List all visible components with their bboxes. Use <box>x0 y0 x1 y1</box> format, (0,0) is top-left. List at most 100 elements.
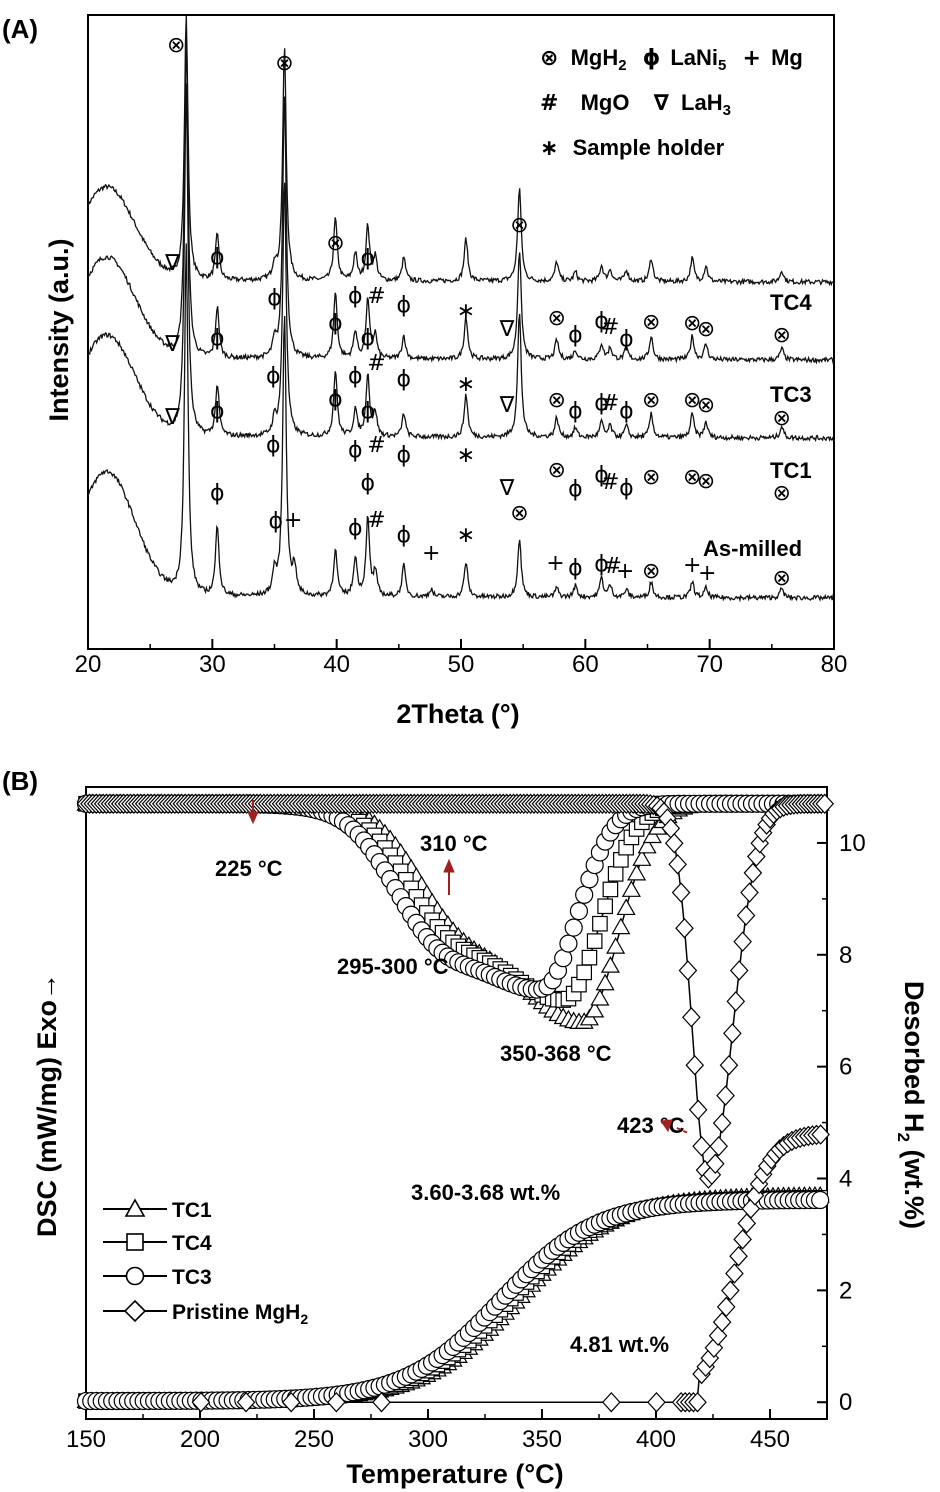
mgh2-marker: ⊗ <box>548 458 566 483</box>
mgo-marker: # <box>601 470 619 495</box>
lani5-marker: ϕ <box>266 364 281 389</box>
mgh2-marker: ⊗ <box>326 231 344 256</box>
tpd-marker-diamond <box>647 1391 666 1413</box>
lani5-marker: ϕ <box>594 391 609 416</box>
lani5-marker: ϕ <box>268 509 283 534</box>
annotation-310c: 310 °C <box>420 831 488 856</box>
annotation-3-60-3-68-wt: 3.60-3.68 wt.% <box>411 1180 560 1205</box>
dsc-marker-diamond <box>815 793 835 815</box>
dsc-marker-diamond <box>692 1136 711 1157</box>
mgh2-marker: ⊗ <box>683 311 701 336</box>
lani5-marker: ϕ <box>266 433 281 458</box>
mgh2-marker: ⊗ <box>697 317 715 342</box>
annotation-4-81-wt: 4.81 wt.% <box>570 1332 669 1357</box>
dsc-marker-diamond <box>678 960 698 981</box>
panel-b-legend: TC1 TC4 TC3 Pristine MgH2 <box>103 1198 308 1327</box>
mgh2-marker: ⊗ <box>510 501 528 526</box>
trace-label-as-milled: As-milled <box>703 536 802 561</box>
tpd-line-square <box>86 1197 827 1402</box>
dsc-marker-square <box>581 949 598 966</box>
dsc-marker-triangle <box>621 880 641 897</box>
dsc-marker-diamond <box>733 931 752 952</box>
legend-b-tc4: TC4 <box>103 1232 212 1255</box>
x-tick-label-30: 30 <box>199 651 226 678</box>
lani5-marker: ϕ <box>594 309 609 334</box>
dsc-marker-diamond <box>709 1136 729 1157</box>
lani5-marker: ϕ <box>594 463 609 488</box>
lah3-symbol: ∇ <box>654 91 670 116</box>
dsc-marker-diamond <box>675 917 694 939</box>
dsc-marker-triangle <box>585 1000 605 1018</box>
b-x-tick-label-200: 200 <box>180 1426 220 1453</box>
lani5-marker: ϕ <box>328 311 343 336</box>
xrd-trace-tc3 <box>87 37 835 365</box>
dsc-marker-circle <box>575 885 594 904</box>
y2-tick-label-0: 0 <box>839 1389 852 1416</box>
b-x-tick-label-350: 350 <box>522 1426 562 1453</box>
x-tick-label-20: 20 <box>75 651 102 678</box>
tpd-marker-diamond <box>327 1391 346 1413</box>
trace-label-tc1: TC1 <box>770 458 812 483</box>
legend-tc4-label: TC4 <box>172 1232 212 1255</box>
trace-label-tc3: TC3 <box>770 382 812 407</box>
lah3-marker: ∇ <box>164 405 180 430</box>
lani5-marker: ϕ <box>568 556 583 581</box>
legend-lah3: LaH <box>681 90 723 115</box>
dsc-marker-triangle <box>642 826 662 844</box>
dsc-marker-triangle <box>627 863 647 881</box>
legend-b-tc1: TC1 <box>103 1198 212 1222</box>
trace-label-tc4: TC4 <box>770 290 812 315</box>
mgh2-marker: ⊗ <box>773 323 791 348</box>
mgo-marker: # <box>367 508 385 533</box>
mgh2-marker: ⊗ <box>773 406 791 431</box>
dsc-marker-diamond <box>712 1112 732 1134</box>
b-x-tick-label-400: 400 <box>636 1426 676 1453</box>
lah3-marker: ∇ <box>164 332 180 357</box>
lani5-marker: ϕ <box>360 471 375 496</box>
sample-holder-marker: ∗ <box>457 372 475 397</box>
x-tick-label-70: 70 <box>696 651 723 678</box>
dsc-marker-square <box>597 898 613 915</box>
lani5-marker: ϕ <box>348 364 363 389</box>
x-tick-label-40: 40 <box>323 651 350 678</box>
legend-sample-holder: Sample holder <box>573 135 725 160</box>
legend-mgo: MgO <box>581 90 630 115</box>
mg-marker: + <box>698 561 716 586</box>
tpd-marker-diamond <box>372 1391 391 1413</box>
legend-lani5: LaNi <box>670 45 718 70</box>
arrow-310c-head <box>443 858 455 873</box>
lani5-marker: ϕ <box>210 481 225 506</box>
legend-mgh2: MgH <box>571 45 619 70</box>
tpd-marker-diamond <box>191 1391 211 1413</box>
panel-b-curves <box>76 793 835 1413</box>
mgo-marker: # <box>367 284 385 309</box>
sample-holder-marker: ∗ <box>457 523 475 548</box>
legend-a-line-2: # MgO ∇ LaH3 <box>540 90 731 119</box>
tpd-marker-diamond <box>281 1391 301 1413</box>
dsc-marker-diamond <box>729 960 749 981</box>
lani5-marker: ϕ <box>328 387 343 412</box>
mgh2-marker: ⊗ <box>697 469 715 494</box>
mgo-marker: # <box>367 351 385 376</box>
dsc-marker-square <box>607 866 624 882</box>
annotation-225c: 225 °C <box>215 856 283 881</box>
legend-b-tc3: TC3 <box>103 1266 212 1289</box>
tpd-marker-diamond <box>712 1311 732 1333</box>
dsc-marker-diamond <box>723 1023 742 1044</box>
mg-marker: + <box>546 551 564 576</box>
arrow-423c-head <box>660 1119 673 1133</box>
tpd-line-triangle <box>86 1194 827 1402</box>
y2-tick-label-6: 6 <box>839 1054 852 1081</box>
mgo-marker: # <box>601 315 619 340</box>
mgh2-marker: ⊗ <box>773 481 791 506</box>
mgo-symbol: # <box>540 91 558 116</box>
panel-a-y-axis-title: Intensity (a.u.) <box>44 238 74 421</box>
mgh2-marker: ⊗ <box>642 310 660 335</box>
dsc-marker-diamond <box>743 862 763 884</box>
dsc-marker-diamond <box>671 882 691 903</box>
lani5-marker: ϕ <box>397 293 412 318</box>
y2-tick-label-8: 8 <box>839 942 852 969</box>
x-tick-label-60: 60 <box>572 651 599 678</box>
